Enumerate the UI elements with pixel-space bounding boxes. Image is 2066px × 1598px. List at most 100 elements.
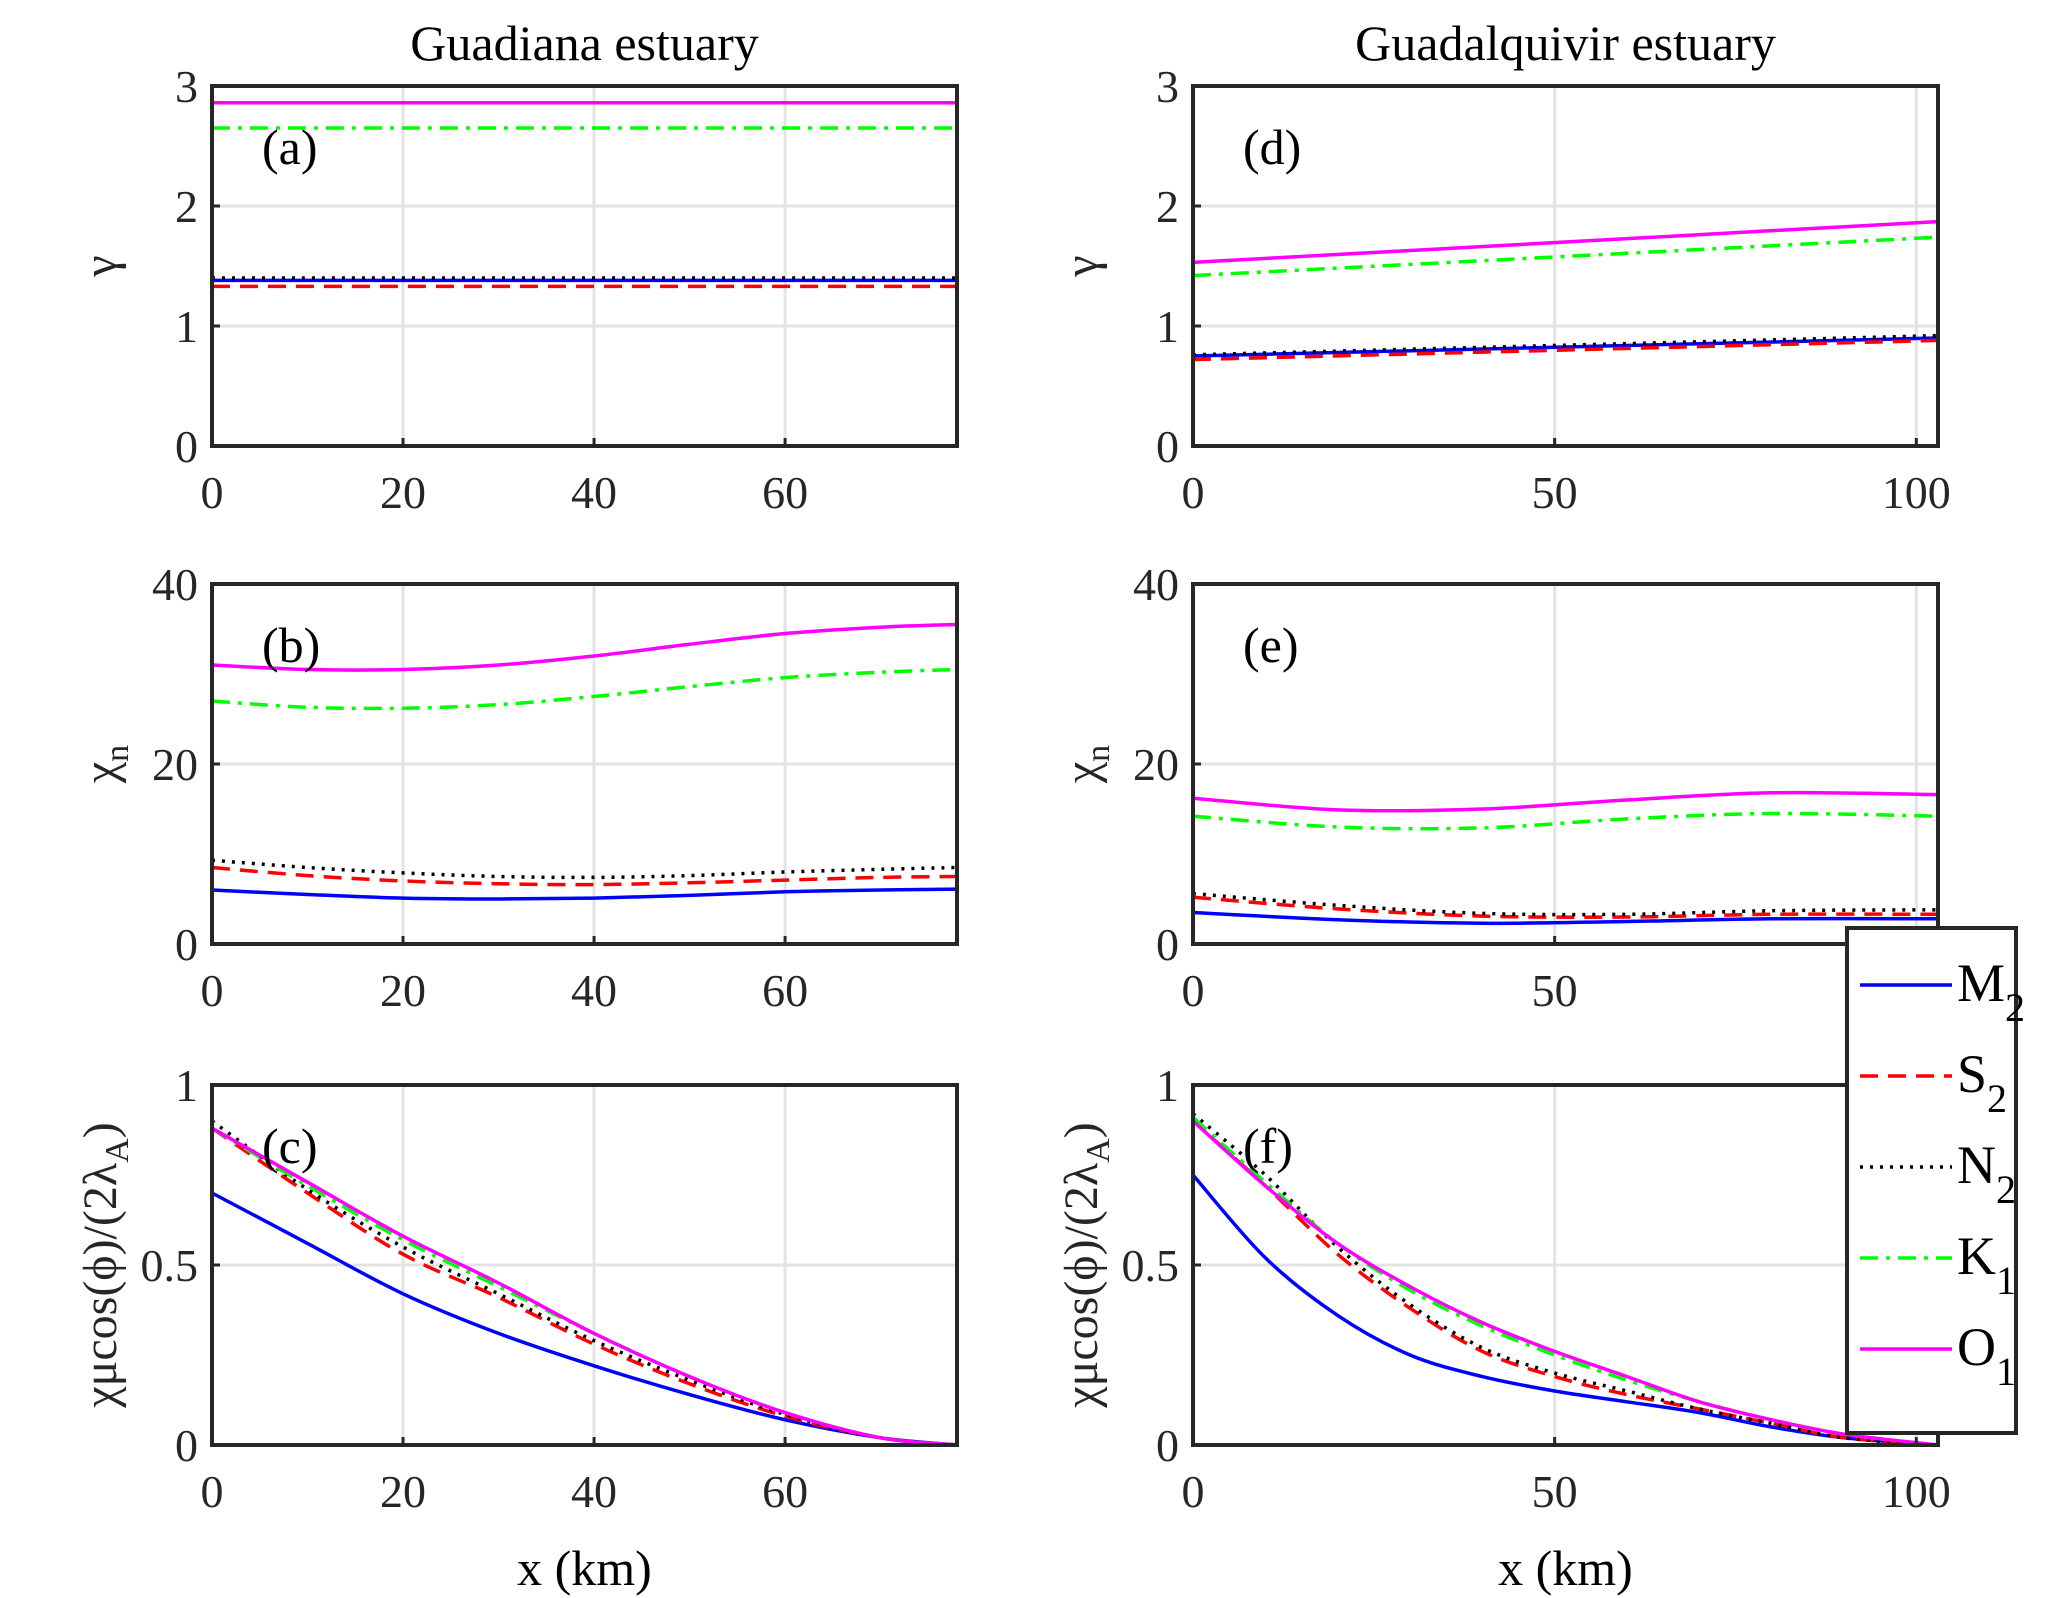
- panel-e: 05010002040(e)χn: [1055, 559, 1951, 1016]
- y-tick-label: 40: [152, 559, 198, 610]
- x-tick-label: 60: [762, 467, 808, 518]
- y-axis-label: χμcos(ϕ)/(2λA): [1055, 1122, 1117, 1408]
- panel-label: (c): [262, 1118, 318, 1174]
- series-line-M2: [211, 887, 958, 901]
- series-line-M2: [1192, 336, 1939, 358]
- y-tick-label: 0: [175, 919, 198, 970]
- series-line-N2: [1191, 1112, 1939, 1447]
- series-line-K1: [1192, 811, 1939, 831]
- y-axis-label: χμcos(ϕ)/(2λA): [74, 1122, 136, 1408]
- y-tick-label: 2: [175, 181, 198, 232]
- panel-d: 0 50 100 0 1 2 3 (d) Guadalquivir estuary γ: [1055, 15, 1951, 518]
- y-tick-label: 0.5: [141, 1240, 199, 1291]
- series-line-S2: [211, 865, 958, 887]
- y-tick-label: 0: [1156, 1420, 1179, 1471]
- x-axis-label: x (km): [517, 1540, 652, 1596]
- legend: M2 S2 N2 K1 O1: [1845, 926, 2025, 1435]
- y-tick-label: 0: [175, 1420, 198, 1471]
- legend-label: M2: [1957, 953, 2025, 1030]
- y-tick-label: 0: [1156, 421, 1179, 472]
- panel-title: Guadiana estuary: [410, 15, 758, 71]
- series-line-M2: [211, 1191, 958, 1447]
- x-tick-label: 0: [201, 1466, 224, 1517]
- x-tick-label: 20: [380, 467, 426, 518]
- x-tick-label: 50: [1532, 1466, 1578, 1517]
- x-axis-label: x (km): [1498, 1540, 1633, 1596]
- series-line-O1: [211, 622, 958, 672]
- legend-item-M2: M2: [1860, 953, 2025, 1030]
- panel-label: (d): [1243, 119, 1301, 175]
- y-axis-label: γ: [1055, 255, 1108, 277]
- series-line-M2: [1191, 1173, 1939, 1447]
- series-line-S2: [1191, 1119, 1939, 1447]
- x-tick-label: 0: [201, 467, 224, 518]
- panel-label: (e): [1243, 617, 1299, 673]
- legend-item-N2: N2: [1860, 1135, 2016, 1212]
- legend-item-O1: O1: [1860, 1317, 2016, 1394]
- panel-f: 0 50 100 0 0.5 1 (f) x (km) χμcos(ϕ)/(2λA): [1055, 1060, 1951, 1596]
- y-tick-label: 0: [175, 421, 198, 472]
- series-line-O1: [1192, 219, 1939, 265]
- x-tick-label: 40: [571, 965, 617, 1016]
- y-axis-label: χn: [74, 745, 136, 784]
- x-tick-label: 60: [762, 1466, 808, 1517]
- y-tick-label: 0: [1156, 919, 1179, 970]
- x-tick-label: 60: [762, 965, 808, 1016]
- x-tick-label: 40: [571, 1466, 617, 1517]
- y-tick-label: 3: [1156, 61, 1179, 112]
- x-tick-label: 20: [380, 1466, 426, 1517]
- x-tick-label: 100: [1882, 467, 1951, 518]
- axes-box: [1191, 84, 1940, 448]
- y-tick-label: 1: [175, 1060, 198, 1111]
- series-line-N2: [211, 858, 958, 880]
- y-tick-label: 1: [175, 301, 198, 352]
- series-line-S2: [1192, 895, 1939, 919]
- x-tick-label: 0: [1182, 965, 1205, 1016]
- y-tick-label: 2: [1156, 181, 1179, 232]
- x-tick-label: 20: [380, 965, 426, 1016]
- legend-label: O1: [1957, 1317, 2016, 1394]
- y-axis-label: χn: [1055, 745, 1117, 784]
- x-tick-label: 0: [1182, 467, 1205, 518]
- series-line-O1: [1191, 1119, 1939, 1447]
- x-tick-label: 100: [1882, 1466, 1951, 1517]
- series-line-O1: [1192, 790, 1939, 813]
- x-tick-label: 50: [1532, 965, 1578, 1016]
- panel-b: 0 20 40 60 0 20 40 (b) χn: [74, 559, 959, 1016]
- series-line-S2: [1192, 338, 1939, 362]
- panel-label: (b): [262, 617, 320, 673]
- series-line-M2: [1192, 910, 1939, 926]
- y-tick-label: 40: [1133, 559, 1179, 610]
- y-tick-label: 0.5: [1122, 1240, 1180, 1291]
- legend-item-S2: S2: [1860, 1044, 2007, 1121]
- panel-label: (f): [1243, 1118, 1293, 1174]
- series-line-N2: [1192, 333, 1939, 357]
- x-tick-label: 0: [201, 965, 224, 1016]
- y-tick-label: 3: [175, 61, 198, 112]
- y-tick-label: 1: [1156, 1060, 1179, 1111]
- panel-title: Guadalquivir estuary: [1355, 15, 1776, 71]
- axes-box: [210, 84, 959, 448]
- panel-c: 0 20 40 60 0 0.5 1 (c) x (km) χμcos(ϕ)/(2λA): [74, 1060, 959, 1596]
- x-tick-label: 40: [571, 467, 617, 518]
- panel-label: (a): [262, 119, 318, 175]
- y-tick-label: 1: [1156, 301, 1179, 352]
- series-line-N2: [210, 1119, 958, 1447]
- series-line-K1: [211, 1126, 958, 1447]
- legend-label: K1: [1957, 1226, 2016, 1303]
- series-line-N2: [1192, 891, 1939, 917]
- legend-label: N2: [1957, 1135, 2016, 1212]
- x-tick-label: 50: [1532, 467, 1578, 518]
- series-line-S2: [211, 1126, 958, 1447]
- series-line-K1: [211, 667, 958, 711]
- x-tick-label: 0: [1182, 1466, 1205, 1517]
- y-tick-label: 20: [152, 739, 198, 790]
- panel-a: 0 20 40 60 0 1 2 3 (a) Guadiana estuary γ: [74, 15, 959, 518]
- y-tick-label: 20: [1133, 739, 1179, 790]
- series-line-O1: [211, 1126, 958, 1447]
- series-line-K1: [1191, 1116, 1939, 1447]
- legend-label: S2: [1957, 1044, 2007, 1121]
- y-axis-label: γ: [74, 255, 127, 277]
- legend-item-K1: K1: [1860, 1226, 2016, 1303]
